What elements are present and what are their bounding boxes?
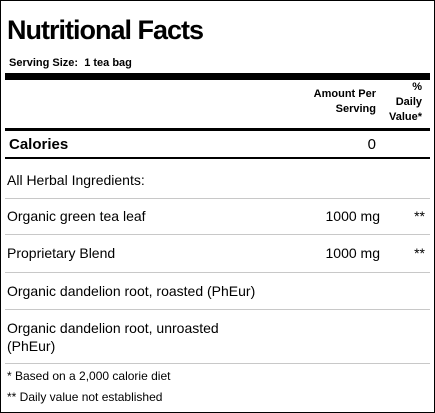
row-divider — [5, 309, 430, 310]
serving-size: Serving Size: 1 tea bag — [9, 57, 132, 69]
calories-value: 0 — [367, 136, 376, 153]
divider — [5, 73, 430, 80]
row-divider — [5, 234, 430, 235]
ingredient-name: Organic dandelion root, roasted (PhEur) — [7, 283, 256, 299]
row-divider — [5, 272, 430, 273]
ingredient-amount: 1000 mg — [325, 208, 380, 224]
column-header: Amount Per Serving — [313, 88, 376, 115]
ingredient-daily-value: ** — [414, 245, 425, 261]
ingredient-name: Organic green tea leaf — [7, 208, 146, 224]
divider — [5, 157, 430, 159]
row-divider — [5, 198, 430, 199]
ingredient-daily-value: ** — [414, 208, 425, 224]
title: Nutritional Facts — [7, 15, 204, 45]
row-divider — [5, 363, 430, 364]
divider — [5, 128, 430, 131]
ingredient-amount: 1000 mg — [325, 245, 380, 261]
ingredient-name: Proprietary Blend — [7, 245, 116, 261]
footnote: ** Daily value not established — [7, 390, 163, 404]
section-label: All Herbal Ingredients: — [7, 172, 145, 188]
serving-size-label: Serving Size: — [9, 57, 79, 69]
column-header: % Daily Value* — [388, 81, 422, 123]
calories-label: Calories — [9, 136, 69, 153]
ingredient-name: Organic dandelion root, unroasted (PhEur… — [7, 320, 219, 354]
serving-size-value: 1 tea bag — [84, 57, 132, 69]
footnote: * Based on a 2,000 calorie diet — [7, 369, 171, 383]
